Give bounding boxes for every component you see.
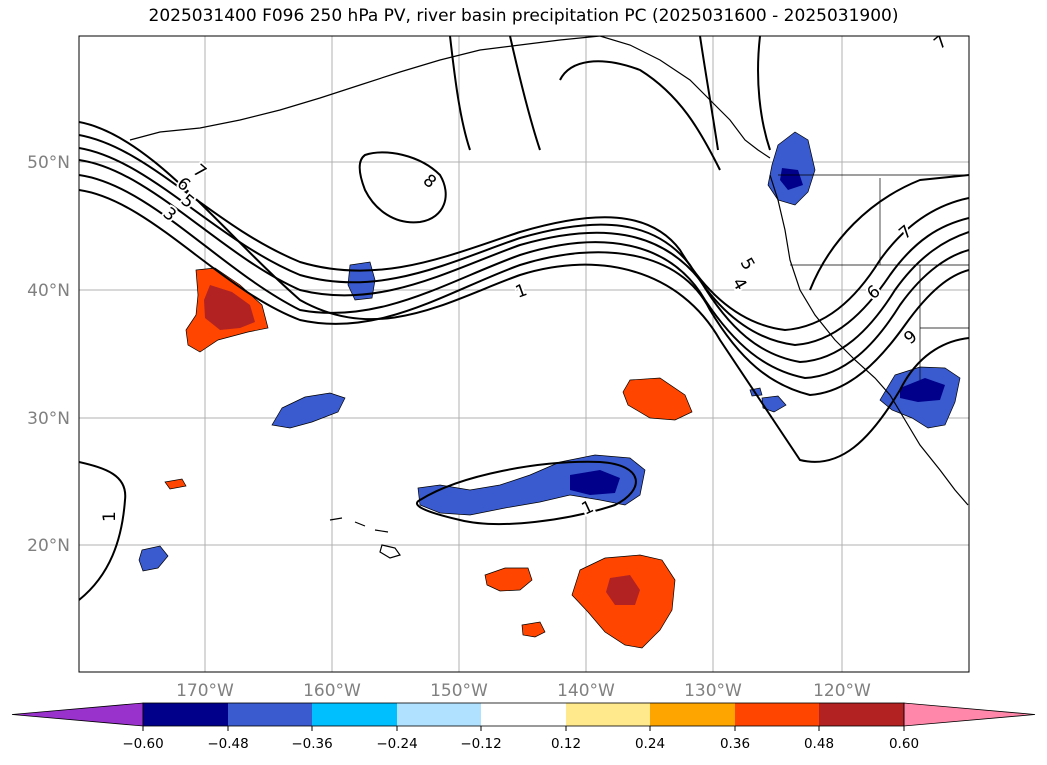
contour-6 — [79, 147, 969, 347]
contour-upper-ridge — [449, 36, 721, 171]
lon-label: 160°W — [303, 681, 361, 701]
colorbar-outline — [142, 702, 905, 727]
na-west-coast — [769, 174, 969, 506]
pv-contours — [79, 36, 969, 601]
colorbar-extend-left — [11, 702, 144, 727]
negative-core-central — [570, 470, 620, 495]
hawaii-islands — [329, 517, 401, 559]
colorbar-extend-right — [903, 702, 1036, 727]
contour-west-low — [79, 461, 127, 601]
colorbar-tick-label: −0.36 — [291, 736, 332, 752]
colorbar-tick-label: −0.60 — [122, 736, 163, 752]
contour-1 — [79, 121, 969, 463]
colorbar-segment — [481, 703, 566, 726]
negative-blob-west-b — [138, 545, 169, 572]
lat-label: 20°N — [27, 536, 70, 556]
colorbar-ticks — [142, 726, 905, 731]
contour-3 — [79, 189, 969, 397]
contour-1-south — [416, 460, 637, 525]
map-title: 2025031400 F096 250 hPa PV, river basin … — [148, 6, 899, 26]
lon-label: 130°W — [684, 681, 742, 701]
contour-5 — [79, 159, 969, 364]
colorbar-tick-label: −0.24 — [376, 736, 417, 752]
map-plot-area[interactable] — [79, 36, 969, 672]
colorbar-segment — [566, 703, 650, 726]
positive-core-south-c — [606, 575, 640, 605]
colorbar-tick-label: −0.48 — [207, 736, 248, 752]
colorbar-tick-label: 0.60 — [889, 736, 919, 752]
positive-blob-south-a — [484, 567, 533, 592]
colorbar-segment — [228, 703, 312, 726]
colorbar-tick-label: 0.12 — [551, 736, 581, 752]
lon-label: 150°W — [430, 681, 488, 701]
negative-blob-central — [417, 454, 646, 516]
positive-blob-central — [622, 377, 693, 421]
colorbar-segment — [397, 703, 481, 726]
colorbar-tick-label: 0.48 — [804, 736, 834, 752]
lon-label: 140°W — [557, 681, 615, 701]
contour-label: 1 — [100, 511, 120, 522]
lon-labels: 170°W 160°W 150°W 140°W 130°W 120°W — [176, 681, 871, 701]
colorbar-segment — [650, 703, 735, 726]
lon-label: 170°W — [176, 681, 234, 701]
negative-core-pacific-nw — [780, 168, 803, 190]
gridlines — [79, 36, 969, 672]
positive-blob-south-b — [521, 621, 546, 638]
colorbar-tick-label: 0.24 — [635, 736, 665, 752]
precip-anomaly-blobs — [138, 131, 961, 649]
map-frame — [78, 35, 970, 673]
negative-blob-small-coast-b — [761, 395, 787, 413]
positive-core-west — [204, 285, 255, 330]
lon-label: 120°W — [813, 681, 871, 701]
borders-na — [778, 174, 969, 380]
negative-core-socal — [900, 378, 945, 402]
colorbar-tick-label: −0.12 — [460, 736, 501, 752]
negative-blob-west-a — [271, 392, 346, 429]
colorbar-segment — [735, 703, 819, 726]
colorbar-segment — [312, 703, 397, 726]
contour-4 — [79, 174, 969, 380]
contour-east-ridge — [809, 174, 969, 291]
lat-label: 40°N — [27, 281, 70, 301]
lat-labels: 50°N 40°N 30°N 20°N — [27, 153, 70, 556]
colorbar-segment — [143, 703, 228, 726]
lat-label: 30°N — [27, 409, 70, 429]
colorbar: −0.60 −0.48 −0.36 −0.24 −0.12 0.12 0.24 … — [11, 702, 1036, 752]
contour-east-alaska — [699, 36, 771, 151]
colorbar-tick-label: 0.36 — [720, 736, 750, 752]
lat-label: 50°N — [27, 153, 70, 173]
contour-8-ring — [358, 151, 447, 224]
alaska-coast — [129, 36, 601, 141]
positive-blob-small-west — [164, 478, 187, 490]
contour-7 — [79, 134, 969, 332]
colorbar-segment — [819, 703, 904, 726]
